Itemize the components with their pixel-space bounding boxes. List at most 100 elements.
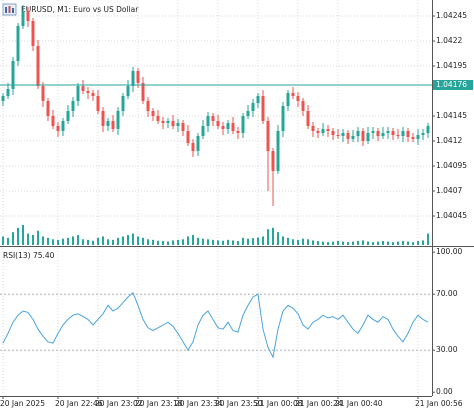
x-tick-label: 20 Jan 22:46 <box>55 399 103 408</box>
candle-body <box>211 116 215 121</box>
volume-bar <box>42 236 44 245</box>
x-tick-label: 21 Jan 00:24 <box>295 399 343 408</box>
volume-bar <box>177 239 179 245</box>
volume-bar <box>72 236 74 245</box>
volume-bar <box>222 240 224 245</box>
volume-bar <box>192 235 194 245</box>
candle-body <box>401 131 405 136</box>
volume-bar <box>102 236 104 245</box>
volume-bar <box>122 236 124 245</box>
candle-body <box>96 96 100 111</box>
volume-bar <box>417 241 419 245</box>
volume-bar <box>402 241 404 245</box>
candle-body <box>221 126 225 129</box>
candle-body <box>191 143 195 151</box>
candle-body <box>91 93 95 96</box>
volume-bar <box>262 236 264 245</box>
candle-body <box>121 96 125 111</box>
candle-body <box>166 121 170 123</box>
candle-body <box>406 131 410 137</box>
volume-bar <box>227 239 229 245</box>
candle-body <box>116 111 120 129</box>
candle-body <box>391 131 395 135</box>
volume-bar <box>202 238 204 245</box>
candle-body <box>181 123 185 131</box>
candle-body <box>336 135 340 136</box>
volume-bar <box>247 238 249 245</box>
volume-bar <box>342 241 344 245</box>
candle-body <box>286 93 290 106</box>
volume-bar <box>237 241 239 245</box>
volume-bar <box>357 241 359 245</box>
volume-bar <box>302 238 304 245</box>
volume-bar <box>92 240 94 245</box>
candle-body <box>106 121 110 126</box>
candle-body <box>196 136 200 151</box>
y-tick-label: 1.04245 <box>436 11 467 20</box>
volume-bar <box>307 239 309 245</box>
y-tick-label: 1.0412 <box>436 136 462 145</box>
price-label: 1.04176 <box>436 80 467 89</box>
volume-bar <box>387 241 389 245</box>
volume-bar <box>212 239 214 245</box>
candle-body <box>231 123 235 131</box>
candle-body <box>291 93 295 96</box>
candle-body <box>321 129 325 133</box>
candle-body <box>151 111 155 116</box>
volume-bar <box>392 242 394 245</box>
candle-body <box>381 133 385 136</box>
candle-body <box>131 71 135 86</box>
volume-bar <box>277 232 279 245</box>
candle-body <box>366 133 370 141</box>
candle-body <box>361 131 365 141</box>
volume-bar <box>17 227 19 245</box>
y-tick-label: 30.00 <box>436 345 458 354</box>
volume-bar <box>67 237 69 245</box>
candle-body <box>206 116 210 126</box>
candle-body <box>16 26 20 61</box>
candle-body <box>26 11 30 21</box>
candle-body <box>266 121 270 151</box>
candle-body <box>296 96 300 101</box>
volume-bar <box>147 239 149 245</box>
volume-bar <box>47 237 49 245</box>
candle-body <box>126 86 130 96</box>
candle-body <box>11 61 15 89</box>
candle-body <box>86 91 90 93</box>
x-tick-label: 20 Jan 23:50 <box>215 399 263 408</box>
candle-body <box>241 116 245 133</box>
y-tick-label: 1.04045 <box>436 211 467 220</box>
volume-bar <box>367 241 369 245</box>
candle-body <box>176 123 180 126</box>
volume-bar <box>332 241 334 245</box>
candle-body <box>81 86 85 91</box>
volume-bar <box>427 233 429 245</box>
candle-body <box>46 101 50 116</box>
x-tick-label: 20 Jan 2025 <box>0 399 45 408</box>
volume-bar <box>27 233 29 245</box>
volume-bar <box>2 236 4 245</box>
symbol-icon <box>2 3 17 16</box>
volume-bar <box>257 237 259 245</box>
candle-body <box>186 131 190 143</box>
candle-body <box>1 96 5 101</box>
volume-bar <box>327 242 329 245</box>
volume-bar <box>252 238 254 245</box>
candle-body <box>141 83 145 101</box>
volume-bar <box>127 235 129 245</box>
candle-body <box>416 135 420 139</box>
volume-bar <box>62 238 64 245</box>
y-tick-label: 70.00 <box>436 289 458 298</box>
candle-body <box>386 131 390 133</box>
volume-bar <box>407 241 409 245</box>
candle-body <box>236 131 240 133</box>
x-tick-label: 20 Jan 23:34 <box>175 399 223 408</box>
volume-bar <box>382 241 384 245</box>
y-tick-label: 0.00 <box>436 387 453 396</box>
volume-bar <box>157 240 159 245</box>
volume-bar <box>347 242 349 245</box>
volume-bar <box>207 239 209 245</box>
volume-bar <box>32 235 34 245</box>
